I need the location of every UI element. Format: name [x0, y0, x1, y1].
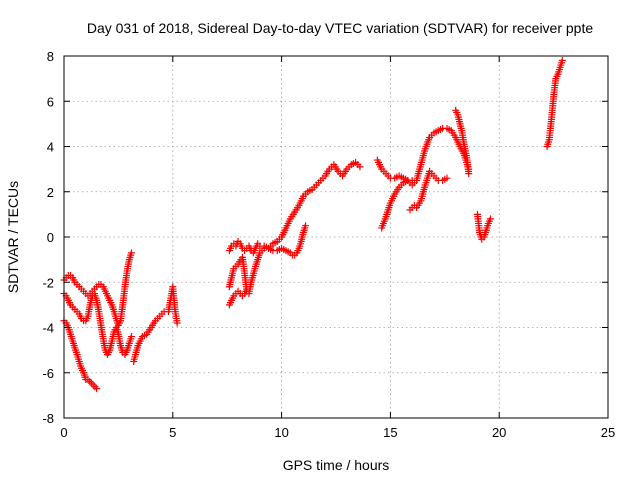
- y-tick-label: 6: [47, 94, 54, 109]
- x-tick-label: 25: [601, 425, 615, 440]
- y-tick-label: -6: [42, 366, 54, 381]
- data-point: [127, 333, 135, 341]
- series-track-k: [452, 106, 473, 178]
- series-track-f: [225, 222, 310, 298]
- data-point: [356, 163, 364, 171]
- x-tick-label: 20: [492, 425, 506, 440]
- data-point: [302, 222, 310, 230]
- y-tick-label: -8: [42, 411, 54, 426]
- data-point: [558, 57, 566, 65]
- series-track-d: [130, 283, 181, 365]
- x-tick-label: 15: [383, 425, 397, 440]
- data-point: [443, 174, 451, 182]
- series-track-l: [473, 210, 494, 243]
- data-point: [243, 285, 251, 293]
- x-tick-label: 5: [169, 425, 176, 440]
- grid-lines: [64, 56, 608, 418]
- x-tick-label: 10: [274, 425, 288, 440]
- series-track-j: [406, 167, 451, 214]
- y-tick-label: 2: [47, 185, 54, 200]
- y-tick-label: -2: [42, 275, 54, 290]
- data-points: [60, 57, 566, 393]
- series-track-i: [378, 176, 416, 232]
- axis-ticks: 0 5 10 15 20 25 -8 -6 -4 -2 0 2 4 6 8: [42, 49, 615, 440]
- chart-title: Day 031 of 2018, Sidereal Day-to-day VTE…: [87, 20, 594, 36]
- series-track-g: [225, 285, 251, 309]
- series-track-e: [225, 158, 364, 257]
- y-tick-label: 0: [47, 230, 54, 245]
- y-tick-label: 8: [47, 49, 54, 64]
- data-point: [127, 249, 135, 257]
- y-axis-label: SDTVAR / TECUs: [5, 181, 21, 293]
- series-track-m: [543, 57, 566, 150]
- series-track-a: [60, 249, 135, 329]
- data-point: [465, 170, 473, 178]
- data-point: [93, 385, 101, 393]
- data-point: [173, 319, 181, 327]
- x-axis-label: GPS time / hours: [283, 457, 390, 473]
- data-point: [486, 215, 494, 223]
- y-tick-label: 4: [47, 140, 54, 155]
- x-tick-label: 0: [60, 425, 67, 440]
- data-point: [408, 176, 416, 184]
- series-track-b: [60, 290, 135, 359]
- y-tick-label: -4: [42, 321, 54, 336]
